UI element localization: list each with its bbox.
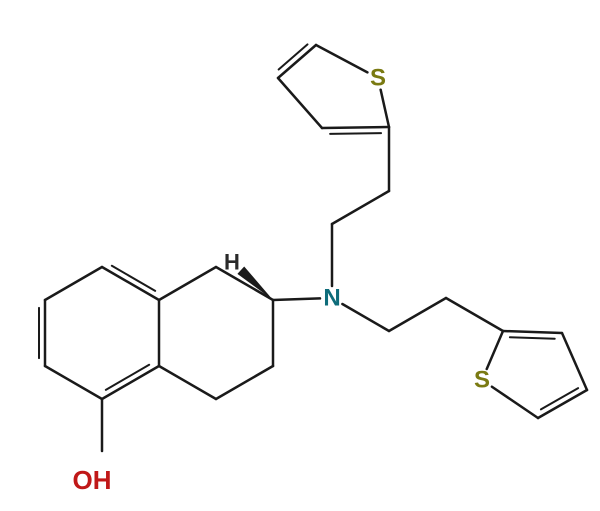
atom-label-OH: OH xyxy=(73,465,112,495)
bond xyxy=(278,45,316,78)
atom-label-N: N xyxy=(323,285,340,312)
bond xyxy=(503,331,562,333)
bond xyxy=(273,298,320,300)
bond xyxy=(102,366,159,399)
bond xyxy=(45,267,102,300)
bond xyxy=(159,366,216,399)
bond xyxy=(446,298,503,331)
bond xyxy=(487,331,503,369)
bond xyxy=(562,333,587,390)
atom-label-S1: S xyxy=(370,65,386,92)
bond xyxy=(159,267,216,300)
bond xyxy=(330,133,381,134)
bond xyxy=(389,298,446,331)
bond xyxy=(112,266,155,291)
bond xyxy=(510,337,555,339)
bond xyxy=(278,78,322,128)
bond xyxy=(322,127,389,128)
bond xyxy=(216,366,273,399)
bond xyxy=(538,390,587,418)
bond xyxy=(332,191,389,224)
atom-label-H: H xyxy=(224,250,240,275)
bond xyxy=(45,366,102,399)
chemical-structure-diagram: N H S S OH xyxy=(0,0,600,511)
bond xyxy=(492,387,538,418)
bond xyxy=(316,45,367,72)
atom-label-S2: S xyxy=(474,367,490,394)
bond xyxy=(106,365,149,390)
bond xyxy=(342,304,389,331)
bond xyxy=(102,267,159,300)
bond xyxy=(381,90,389,127)
